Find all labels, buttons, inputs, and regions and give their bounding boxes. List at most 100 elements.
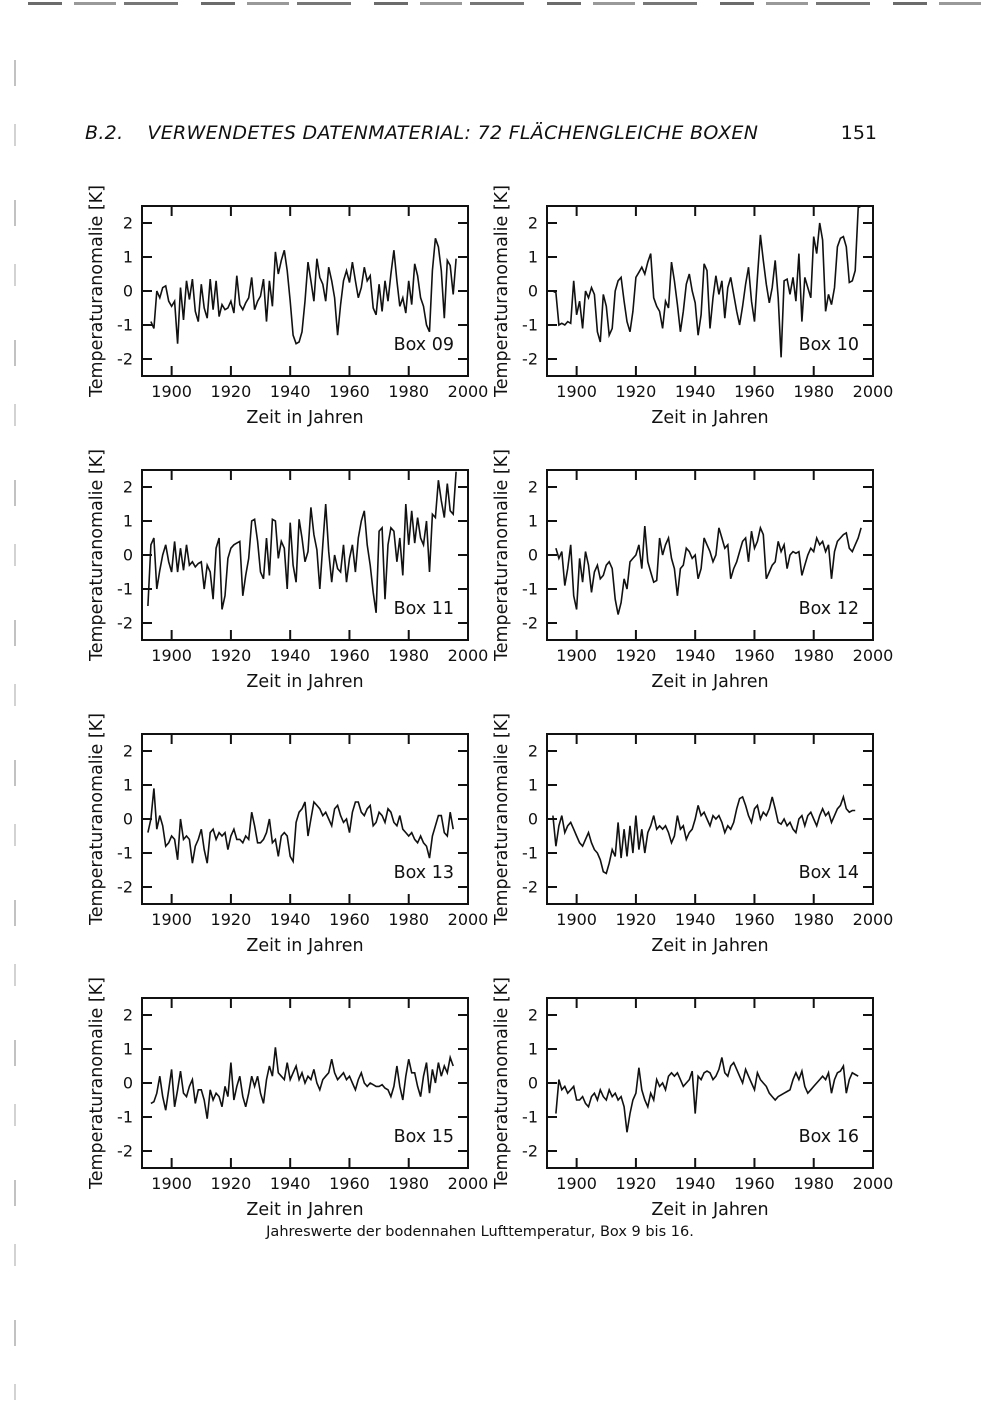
x-tick-label: 1940: [675, 382, 716, 401]
x-tick-label: 2000: [448, 910, 489, 929]
x-tick-label: 1900: [556, 646, 597, 665]
box-label: Box 15: [394, 1127, 454, 1147]
x-tick-label: 1960: [329, 382, 370, 401]
y-tick-label: -1: [522, 844, 538, 863]
temperature-anomaly-series: [147, 788, 454, 865]
x-axis-title: Zeit in Jahren: [651, 408, 768, 428]
subplot-box-13: Temperaturanomalie [K] -2 -1 0 1 2 2000 1980 19…: [80, 713, 488, 977]
x-axis-title: Zeit in Jahren: [651, 672, 768, 692]
y-tick-label: 1: [528, 248, 538, 267]
x-tick-label: 2000: [448, 1174, 489, 1193]
x-tick-label: 1900: [151, 646, 192, 665]
y-tick-label: 0: [123, 810, 133, 829]
page-number: 151: [840, 122, 877, 144]
subplot-box-10: Temperaturanomalie [K] -2 -1 0 1 2 2000 1980 19…: [485, 185, 893, 449]
subplot-box-14: Temperaturanomalie [K] -2 -1 0 1 2 2000 1980 19…: [485, 713, 893, 977]
y-tick-label: -1: [522, 316, 538, 335]
x-tick-label: 1920: [211, 382, 252, 401]
y-tick-label: 2: [123, 742, 133, 761]
x-axis-title: Zeit in Jahren: [246, 936, 363, 956]
x-tick-label: 1940: [270, 1174, 311, 1193]
y-tick-label: 0: [528, 1074, 538, 1093]
x-tick-label: 1960: [329, 1174, 370, 1193]
plot-canvas-box-16: -2 -1 0 1 2 2000 1980 1960 1940 1920 1900 Box 16 Z…: [522, 997, 893, 1220]
x-axis-title: Zeit in Jahren: [246, 1200, 363, 1220]
temperature-anomaly-series: [150, 1047, 454, 1119]
x-tick-label: 1940: [270, 910, 311, 929]
box-label: Box 14: [799, 863, 859, 883]
temperature-anomaly-series: [147, 471, 457, 613]
subplot-box-12: Temperaturanomalie [K] -2 -1 0 1 2 2000 1980 19…: [485, 449, 893, 713]
y-tick-label: 0: [528, 282, 538, 301]
y-tick-label: -2: [117, 1142, 133, 1161]
section-number: B.2.: [85, 122, 124, 144]
y-tick-label: -1: [522, 580, 538, 599]
x-axis-title: Zeit in Jahren: [651, 1200, 768, 1220]
y-tick-label: 0: [123, 546, 133, 565]
x-tick-label: 1960: [734, 1174, 775, 1193]
x-tick-label: 1980: [388, 382, 429, 401]
x-tick-label: 1960: [734, 382, 775, 401]
y-tick-label: -1: [522, 1108, 538, 1127]
temperature-anomaly-series: [150, 238, 457, 345]
y-tick-label: 1: [123, 248, 133, 267]
scan-artifact-left-line: [14, 60, 16, 1400]
subplot-box-16: Temperaturanomalie [K] -2 -1 0 1 2 2000 1980 19…: [485, 977, 893, 1241]
y-tick-label: -2: [117, 614, 133, 633]
x-tick-label: 1960: [329, 910, 370, 929]
scan-artifact-top-line: [28, 2, 988, 5]
y-tick-label: 0: [528, 810, 538, 829]
x-tick-label: 1980: [793, 646, 834, 665]
x-tick-label: 1920: [616, 1174, 657, 1193]
plot-canvas-box-15: -2 -1 0 1 2 2000 1980 1960 1940 1920 1900 Box 15 Z…: [117, 997, 489, 1220]
plot-canvas-box-09: -2 -1 0 1 2 2000 1980 1960 1940 1920 1900 Box 09 Z…: [117, 205, 488, 428]
section-title: VERWENDETES DATENMATERIAL: 72 FLÄCHENGLE…: [147, 122, 759, 144]
x-tick-label: 1900: [151, 382, 192, 401]
x-tick-label: 1980: [388, 910, 429, 929]
y-tick-label: -2: [117, 878, 133, 897]
plot-canvas-box-11: -2 -1 0 1 2 2000 1980 1960 1940 1920 1900 Box 11 Z…: [117, 469, 488, 692]
x-tick-label: 1940: [270, 382, 311, 401]
x-tick-label: 2000: [853, 646, 894, 665]
x-axis-title: Zeit in Jahren: [651, 936, 768, 956]
x-tick-label: 1920: [211, 1174, 252, 1193]
temperature-anomaly-series: [552, 205, 862, 358]
y-tick-label: -1: [117, 580, 133, 599]
x-tick-label: 1980: [388, 646, 429, 665]
y-tick-label: 2: [528, 214, 538, 233]
y-tick-label: 0: [528, 546, 538, 565]
page-header: B.2. VERWENDETES DATENMATERIAL: 72 FLÄCH…: [85, 122, 877, 144]
box-label: Box 09: [394, 335, 454, 355]
plot-canvas-box-10: -2 -1 0 1 2 2000 1980 1960 1940 1920 1900 Box 10 Z…: [522, 205, 894, 428]
x-tick-label: 1940: [675, 910, 716, 929]
x-tick-label: 1940: [270, 646, 311, 665]
temperature-anomaly-series: [555, 525, 862, 615]
y-tick-label: -2: [522, 614, 538, 633]
x-tick-label: 1920: [616, 910, 657, 929]
y-tick-label: 2: [528, 742, 538, 761]
x-tick-label: 1920: [616, 646, 657, 665]
x-axis-title: Zeit in Jahren: [246, 408, 363, 428]
x-tick-label: 1980: [388, 1174, 429, 1193]
y-tick-label: 1: [528, 1040, 538, 1059]
subplot-box-09: Temperaturanomalie [K] -2 -1 0 1 2 2000 1980 19…: [80, 185, 488, 449]
y-tick-label: 1: [528, 512, 538, 531]
y-tick-label: 2: [123, 1006, 133, 1025]
x-tick-label: 1900: [556, 1174, 597, 1193]
plot-canvas-box-12: -2 -1 0 1 2 2000 1980 1960 1940 1920 1900 Box 12 Z…: [522, 469, 894, 692]
plot-canvas-box-13: -2 -1 0 1 2 2000 1980 1960 1940 1920 1900 Box 13 Z…: [117, 733, 489, 956]
y-tick-label: 1: [123, 776, 133, 795]
y-tick-label: 2: [123, 478, 133, 497]
x-tick-label: 1900: [556, 382, 597, 401]
x-tick-label: 2000: [853, 382, 894, 401]
box-label: Box 10: [799, 335, 859, 355]
x-tick-label: 1920: [616, 382, 657, 401]
y-tick-label: 2: [528, 1006, 538, 1025]
y-tick-label: -2: [117, 350, 133, 369]
x-tick-label: 1980: [793, 382, 834, 401]
box-label: Box 12: [799, 599, 859, 619]
y-tick-label: 2: [123, 214, 133, 233]
x-tick-label: 1980: [793, 910, 834, 929]
x-tick-label: 1900: [151, 910, 192, 929]
